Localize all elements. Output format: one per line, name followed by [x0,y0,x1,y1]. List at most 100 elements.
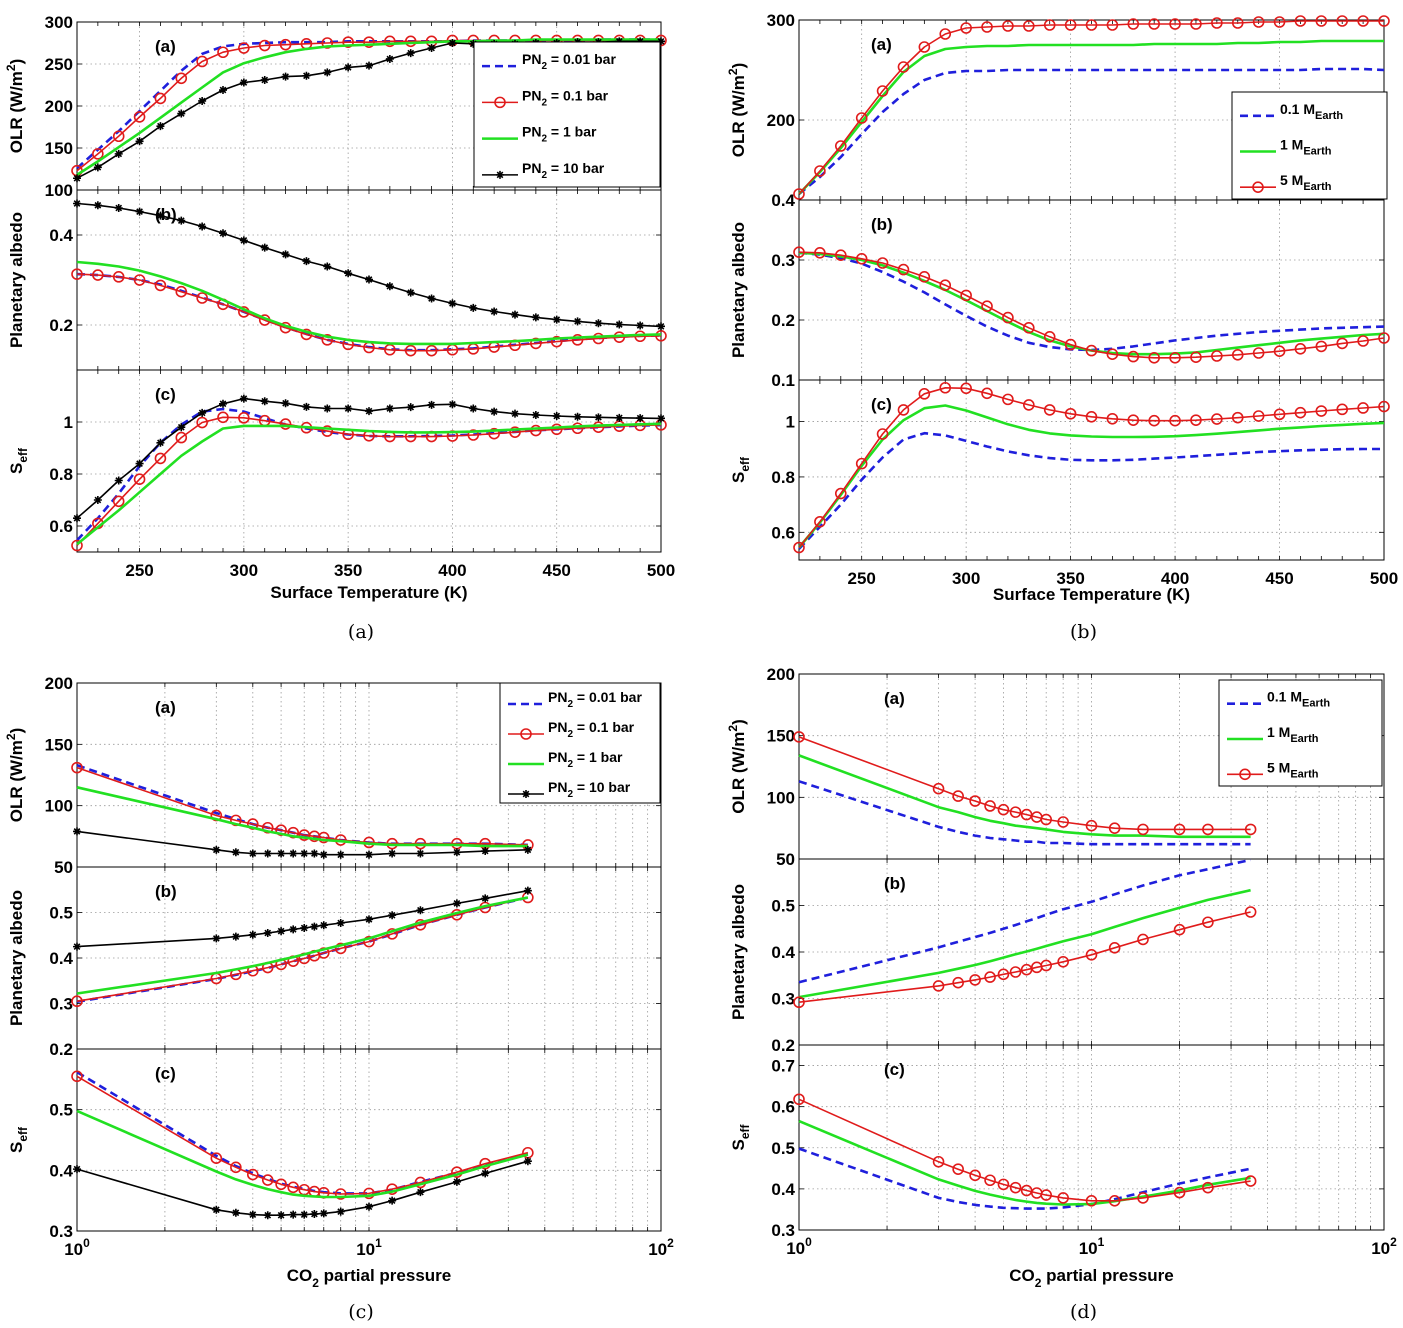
data-point [1231,411,1244,424]
subplot-c-2: 0.2 0.3 0.4 0.5 Planetary albedo (b) [7,866,662,1059]
data-point [406,49,415,58]
x-tick-label: 500 [1370,569,1398,588]
y-tick-label: 200 [767,111,795,130]
legend-item: 0.1 MEarth [1240,101,1343,122]
x-tick-label: 250 [125,561,153,580]
data-point [198,408,207,417]
data-point [571,334,584,346]
data-point [427,44,436,53]
data-point [93,201,102,210]
data-point [279,38,292,51]
data-point [310,922,319,931]
series-group [793,858,1257,1009]
data-point [1127,18,1140,30]
legend: PN2 = 0.01 bar PN2 = 0.1 bar PN2 = 1 bar PN… [473,41,661,188]
data-point [336,850,345,859]
data-point [319,1209,328,1218]
legend-label: 1 MEarth [1280,137,1332,158]
data-point [981,21,993,33]
data-point [939,279,952,292]
data-point [230,1161,242,1174]
data-point [1043,404,1056,416]
series-line [798,1147,1251,1210]
data-point [1127,414,1140,426]
data-point [365,61,373,70]
data-point [481,847,490,856]
data-point [490,407,499,416]
data-point [511,310,519,319]
data-point [319,850,328,859]
data-point [1127,350,1140,363]
y-tick-label: 0.4 [771,943,795,962]
data-point [1252,16,1265,28]
data-point [275,1178,287,1191]
data-point [1357,335,1369,347]
legend-label: 0.1 MEarth [1267,689,1330,710]
y-axis-label: OLR (W/m2) [726,719,748,814]
data-point [239,394,248,403]
y-tick-label: 0.3 [771,1221,795,1240]
subplot-label: (c) [155,1064,176,1083]
legend-label: PN2 = 0.1 bar [548,719,635,740]
data-point [425,344,438,357]
data-point [156,438,165,447]
data-point [997,803,1010,816]
data-point [260,75,269,84]
subplot-label: (b) [155,882,177,901]
series-line [798,754,1251,839]
legend: 0.1 MEarth 1 MEarth 5 MEarth [1218,679,1383,787]
data-point [876,85,889,97]
data-point [336,918,345,927]
data-point [932,980,945,992]
legend-item: 5 MEarth [1227,759,1319,780]
data-point [219,229,227,238]
data-point [1002,20,1014,32]
data-point [793,188,805,200]
y-tick-label: 0.3 [771,990,795,1009]
data-point [615,413,624,422]
data-point [1173,923,1186,936]
y-axis-label: Planetary albedo [729,884,748,1020]
data-point [1064,19,1077,31]
data-point [1336,403,1349,416]
data-point [177,423,186,432]
data-point [1057,955,1069,968]
x-tick-label: 250 [847,569,875,588]
y-tick-label: 0.5 [771,897,795,916]
data-point [321,37,334,49]
series-line [798,20,1384,195]
data-point [71,995,83,1008]
data-point [212,845,221,854]
data-point [834,487,847,500]
data-point [1173,823,1186,836]
data-point [932,782,945,795]
data-point [520,728,532,740]
data-point [287,1181,299,1194]
legend-item: 1 MEarth [1240,137,1332,158]
legend-label: PN2 = 0.01 bar [548,689,642,710]
data-point [1190,351,1202,364]
legend-label: 1 MEarth [1267,724,1319,745]
data-point [1378,400,1390,413]
data-point [247,818,259,830]
legend-item: 1 MEarth [1227,724,1319,745]
data-point [1378,332,1390,344]
data-point [814,515,826,528]
series-line [76,407,662,542]
data-point [1357,402,1369,414]
data-point [71,761,83,774]
series-line [76,1075,529,1195]
data-point [1085,819,1098,832]
data-point [1294,15,1307,27]
data-point [1252,410,1265,422]
data-point [1040,1189,1052,1201]
series-group [793,15,1390,200]
data-point [952,790,964,802]
data-point [114,476,123,485]
series-line [76,260,662,346]
series-line [76,38,661,170]
data-point [321,425,334,437]
data-point [1040,813,1052,826]
legend-label: PN2 = 1 bar [548,749,623,770]
